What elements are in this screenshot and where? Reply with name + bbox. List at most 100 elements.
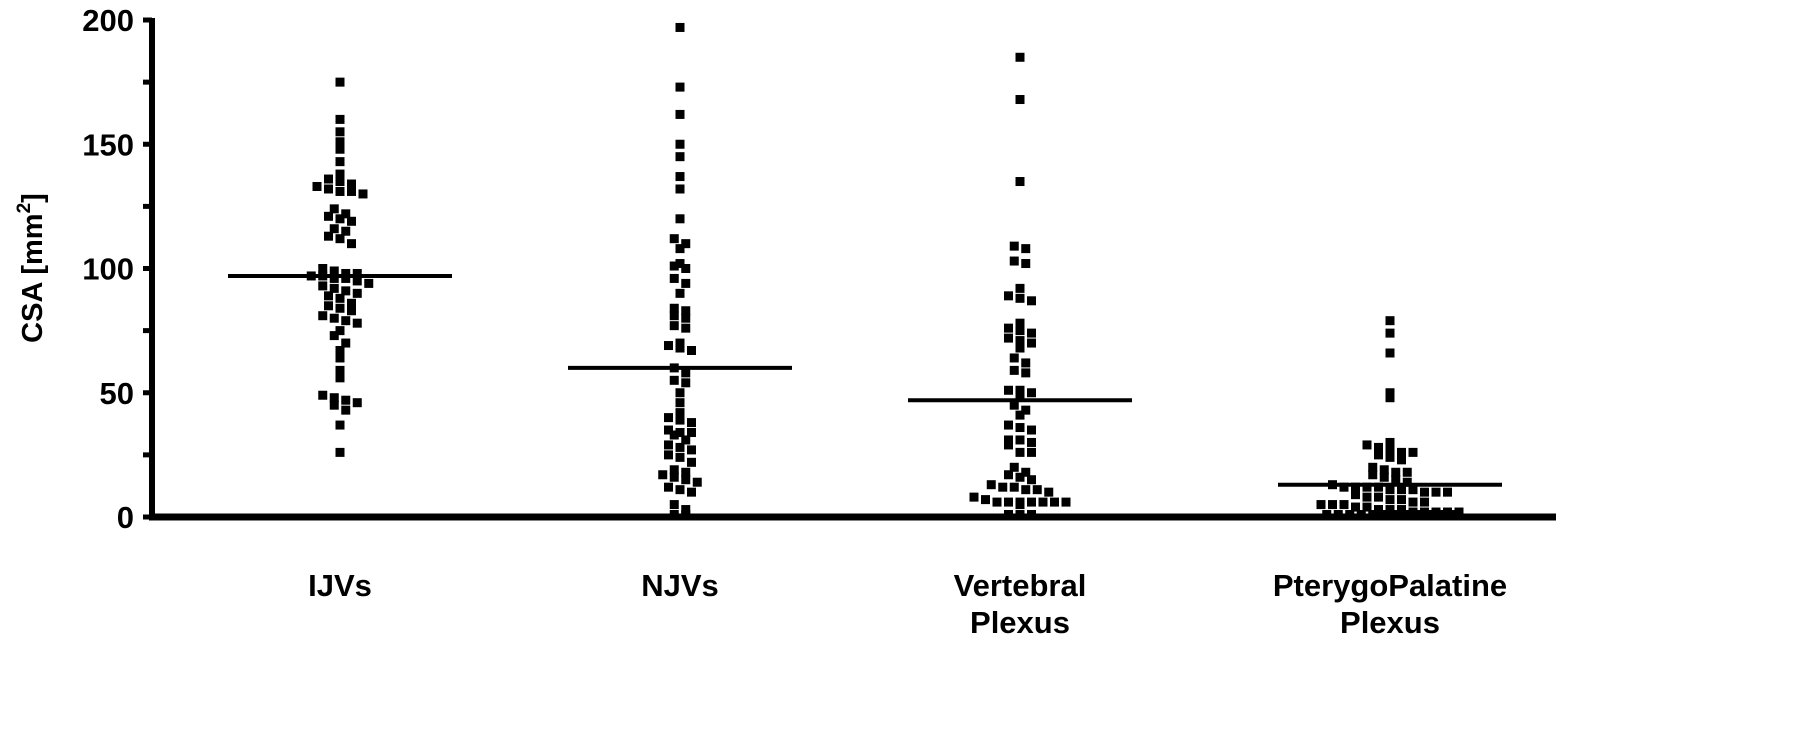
data-point — [1385, 388, 1395, 398]
data-point — [1015, 472, 1025, 482]
data-point — [1362, 502, 1372, 512]
category-label-line: IJVs — [308, 568, 372, 603]
data-point — [335, 365, 345, 375]
data-point — [1021, 485, 1031, 495]
data-point — [347, 179, 356, 189]
data-point — [1362, 482, 1372, 492]
y-axis-label-main: CSA [mm — [17, 213, 49, 342]
data-point — [1420, 487, 1429, 497]
data-point — [1015, 326, 1025, 336]
data-point — [1454, 507, 1464, 517]
data-point — [1021, 467, 1031, 477]
data-point — [1362, 440, 1372, 450]
data-point — [335, 77, 345, 87]
data-point — [341, 316, 351, 326]
data-point — [1015, 497, 1025, 507]
y-axis-label-suffix: ] — [17, 193, 49, 203]
category-label-line: Vertebral — [954, 568, 1087, 603]
data-point — [341, 273, 351, 283]
data-point — [341, 226, 351, 236]
data-point — [324, 301, 333, 311]
y-axis-label-superscript: 2 — [14, 203, 35, 214]
data-point — [681, 435, 691, 445]
data-point — [1015, 435, 1025, 445]
data-point — [335, 373, 345, 383]
data-point — [1322, 510, 1332, 520]
data-point — [1385, 316, 1395, 326]
data-point — [1379, 465, 1389, 475]
data-point — [664, 413, 673, 423]
data-point — [1015, 293, 1025, 303]
data-point — [681, 505, 691, 515]
data-point — [335, 127, 345, 137]
data-point — [1385, 445, 1395, 455]
data-point — [324, 231, 333, 241]
data-point — [347, 216, 356, 226]
y-tick-label: 50 — [100, 376, 134, 411]
data-point — [1408, 497, 1418, 507]
data-point — [1021, 405, 1031, 415]
data-point — [1015, 447, 1025, 457]
data-point — [1015, 52, 1025, 62]
data-point — [1391, 510, 1401, 520]
data-point — [664, 482, 673, 492]
data-point — [1015, 390, 1025, 400]
data-point — [318, 264, 328, 273]
data-point — [1009, 353, 1019, 363]
data-point — [1009, 365, 1019, 375]
data-point — [1027, 425, 1036, 435]
data-point — [312, 181, 322, 191]
data-point — [324, 291, 333, 301]
data-point — [1027, 497, 1036, 507]
data-point — [675, 82, 685, 92]
data-point — [1061, 497, 1071, 507]
data-point — [1015, 410, 1025, 420]
data-point — [669, 430, 679, 440]
data-point — [347, 298, 356, 308]
y-axis: 0 50 100 150 200 — [82, 3, 155, 535]
data-point — [981, 495, 990, 505]
data-point — [675, 343, 685, 353]
data-point — [1385, 452, 1395, 462]
data-point — [1316, 500, 1326, 510]
data-point — [1015, 177, 1025, 187]
data-point — [341, 405, 351, 415]
data-point — [1448, 510, 1458, 520]
data-point — [1385, 437, 1395, 447]
data-point — [681, 323, 691, 333]
data-point — [341, 338, 351, 348]
category-label-line: Plexus — [1340, 605, 1440, 640]
data-point — [1391, 467, 1401, 477]
data-point — [1397, 485, 1406, 495]
data-point — [1351, 482, 1360, 492]
y-tick-label: 200 — [82, 3, 134, 38]
data-point — [675, 388, 685, 398]
data-point — [669, 375, 679, 385]
data-point — [341, 209, 351, 219]
data-point — [1368, 510, 1378, 520]
category-label: NJVs — [641, 568, 719, 603]
data-point — [341, 286, 351, 296]
data-point — [669, 472, 679, 482]
data-point — [1004, 435, 1013, 445]
data-point — [329, 273, 339, 283]
data-point — [1027, 437, 1036, 447]
mean-lines — [228, 273, 1502, 487]
data-point — [1009, 482, 1019, 492]
data-point — [669, 500, 679, 510]
data-point — [1015, 343, 1025, 353]
data-point — [1004, 510, 1013, 520]
data-point — [358, 189, 368, 199]
data-point — [675, 485, 685, 495]
data-point — [329, 224, 339, 234]
data-point — [335, 346, 345, 356]
data-point — [1333, 510, 1343, 520]
data-point — [1009, 256, 1019, 266]
data-point — [347, 239, 356, 249]
data-point — [1021, 244, 1031, 254]
data-point — [1379, 510, 1389, 520]
data-point — [1402, 477, 1412, 487]
data-point — [687, 428, 696, 438]
data-point — [675, 214, 685, 224]
